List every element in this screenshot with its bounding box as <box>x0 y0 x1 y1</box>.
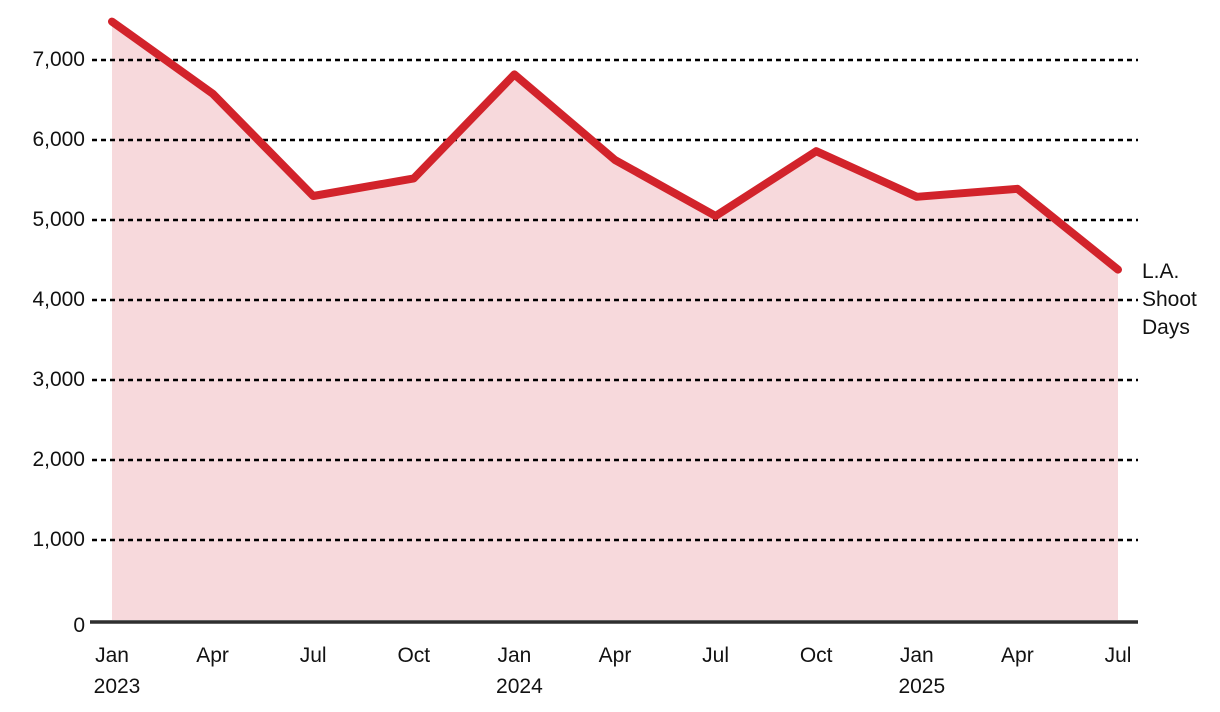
x-axis-year-label: 2024 <box>496 675 543 698</box>
x-axis-month-label: Apr <box>598 644 632 667</box>
x-axis-month-label: Jul <box>1104 644 1132 667</box>
area-fill <box>112 21 1118 621</box>
x-axis-month-label: Jul <box>702 644 730 667</box>
y-axis-tick-label: 1,000 <box>32 528 85 551</box>
series-end-label-line-1: L.A. <box>1142 260 1180 283</box>
y-axis-tick-label: 6,000 <box>32 128 85 151</box>
y-axis-tick-label: 2,000 <box>32 448 85 471</box>
y-axis-tick-label: 0 <box>73 614 85 637</box>
x-axis-year-label: 2023 <box>93 675 141 698</box>
x-axis-month-label: Apr <box>196 644 229 667</box>
x-axis-month-label: Oct <box>397 644 431 667</box>
x-axis-month-label: Jan <box>95 644 129 667</box>
x-axis-month-label: Oct <box>799 644 833 667</box>
series-end-label: L.A. Shoot Days <box>1142 258 1197 342</box>
x-axis-month-label: Jan <box>497 644 532 667</box>
x-axis-month-label: Jul <box>299 644 327 667</box>
x-axis-year-label: 2025 <box>898 675 946 698</box>
x-axis-month-label: Apr <box>1001 644 1034 667</box>
y-axis-tick-label: 7,000 <box>32 48 85 71</box>
x-axis-month-label: Jan <box>899 644 934 667</box>
series-end-label-line-3: Days <box>1142 316 1190 339</box>
y-axis-tick-label: 5,000 <box>32 208 85 231</box>
series-end-label-line-2: Shoot <box>1142 288 1197 311</box>
y-axis-tick-label: 4,000 <box>32 288 85 311</box>
trend-line <box>108 17 1122 274</box>
y-axis-tick-label: 3,000 <box>32 368 85 391</box>
